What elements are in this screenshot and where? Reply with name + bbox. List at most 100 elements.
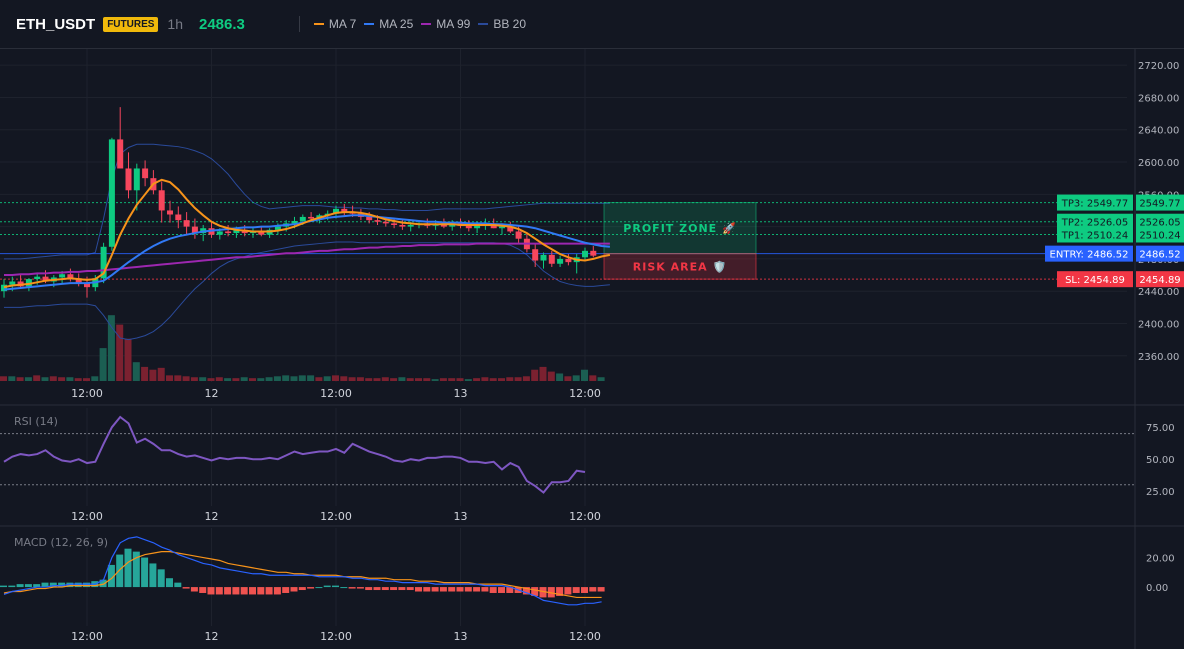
volume-bar	[390, 378, 398, 381]
interval-selector[interactable]: 1h	[167, 16, 183, 32]
volume-bar	[132, 362, 140, 381]
candle-body	[34, 276, 41, 280]
volume-bar	[99, 348, 107, 381]
macd-histogram-bar	[473, 587, 481, 592]
volume-bar	[498, 378, 505, 381]
volume-bar	[373, 378, 381, 381]
legend-bb20[interactable]: BB 20	[478, 17, 526, 31]
volume-bar	[356, 377, 364, 381]
time-axis-label: 13	[454, 630, 468, 643]
macd-histogram-bar	[390, 587, 398, 591]
candle-body	[499, 226, 505, 229]
volume-bar	[348, 377, 356, 381]
level-tag	[1057, 271, 1133, 288]
volume-bar	[464, 379, 472, 381]
legend-bb20-swatch	[478, 23, 489, 25]
candle-body	[191, 226, 198, 234]
candle-body	[9, 281, 16, 285]
level-tag-label: TP1: 2510.24	[1061, 230, 1128, 241]
legend-ma99[interactable]: MA 99	[421, 17, 470, 31]
volume-bar	[16, 377, 24, 381]
risk-zone-label: RISK AREA 🛡️	[633, 260, 727, 273]
legend-bb20-label: BB 20	[493, 17, 527, 31]
macd-histogram-bar	[257, 587, 265, 595]
macd-histogram-bar	[315, 587, 323, 589]
profit-zone	[603, 202, 757, 255]
candle-body	[216, 231, 223, 235]
time-axis-label: 12:00	[71, 387, 103, 400]
level-tag-label: SL: 2454.89	[1065, 275, 1125, 286]
volume-bar	[522, 376, 530, 381]
macd-histogram-bar	[290, 587, 298, 592]
volume-bar	[423, 378, 431, 381]
macd-histogram-bar	[174, 582, 182, 588]
legend-ma7[interactable]: MA 7	[313, 17, 357, 31]
macd-histogram-bar	[448, 587, 456, 592]
legend-ma7-label: MA 7	[328, 17, 357, 31]
macd-histogram-bar	[83, 582, 90, 588]
rsi-tick-label: 25.00	[1146, 487, 1175, 498]
volume-bar	[564, 376, 572, 381]
volume-bar	[141, 366, 149, 381]
volume-bar	[398, 377, 406, 381]
legend-ma25[interactable]: MA 25	[364, 17, 413, 31]
volume-bar	[489, 378, 497, 381]
time-axis-label: 12:00	[320, 630, 352, 643]
candle-body	[274, 226, 281, 230]
macd-histogram-bar	[572, 587, 580, 593]
bb-upper-line	[4, 143, 610, 260]
volume-bar	[8, 376, 16, 381]
volume-bar	[207, 378, 215, 381]
macd-histogram-bar	[547, 587, 555, 598]
volume-bar	[166, 375, 173, 381]
macd-histogram-bar	[116, 554, 124, 588]
price-tick-label: 2440.00	[1138, 287, 1179, 298]
macd-histogram-bar	[66, 582, 74, 588]
volume-bar	[240, 377, 248, 381]
candle-body	[391, 223, 398, 225]
last-price: 2486.3	[199, 15, 245, 33]
rsi-line	[3, 415, 586, 494]
macd-tick-label: 0.00	[1146, 583, 1168, 594]
symbol-label[interactable]: ETH_USDT	[16, 15, 96, 33]
candle-body	[125, 168, 132, 191]
volume-bar	[406, 378, 414, 381]
candle-body	[233, 229, 240, 234]
time-axis-label: 12:00	[569, 387, 601, 400]
candle-body	[590, 250, 597, 256]
macd-histogram-bar	[589, 587, 597, 592]
time-axis-label: 12	[205, 630, 219, 643]
macd-histogram-bar	[199, 587, 207, 593]
rsi-tick-label: 75.00	[1146, 423, 1175, 434]
volume-bar	[415, 378, 422, 381]
time-axis-label: 12	[205, 387, 219, 400]
level-axis-tag	[1136, 245, 1184, 262]
macd-histogram-bar	[365, 587, 373, 591]
macd-histogram-bar	[124, 548, 132, 588]
macd-histogram-bar	[149, 563, 157, 588]
macd-histogram-bar	[323, 585, 331, 588]
candle-body	[42, 276, 49, 282]
volume-bar	[589, 375, 597, 381]
time-axis-label: 12:00	[569, 630, 601, 643]
macd-histogram-bar	[564, 587, 572, 595]
macd-histogram-bar	[373, 587, 381, 591]
candle-body	[291, 220, 298, 224]
candle-body	[582, 250, 588, 258]
candle-body	[183, 220, 190, 227]
price-tick-label: 2680.00	[1138, 93, 1179, 104]
candle-body	[117, 139, 124, 169]
macd-histogram-bar	[224, 587, 232, 595]
level-axis-label: 2526.05	[1139, 218, 1180, 229]
candle-body	[158, 190, 165, 211]
candle-body	[308, 216, 315, 219]
price-tick-label: 2360.00	[1138, 352, 1179, 363]
candle-body	[382, 221, 389, 224]
candle-body	[333, 208, 339, 214]
volume-bar	[340, 376, 348, 381]
macd-histogram-bar	[556, 587, 564, 596]
macd-histogram-bar	[348, 587, 356, 589]
macd-histogram-bar	[249, 587, 256, 595]
volume-bar	[456, 378, 464, 381]
